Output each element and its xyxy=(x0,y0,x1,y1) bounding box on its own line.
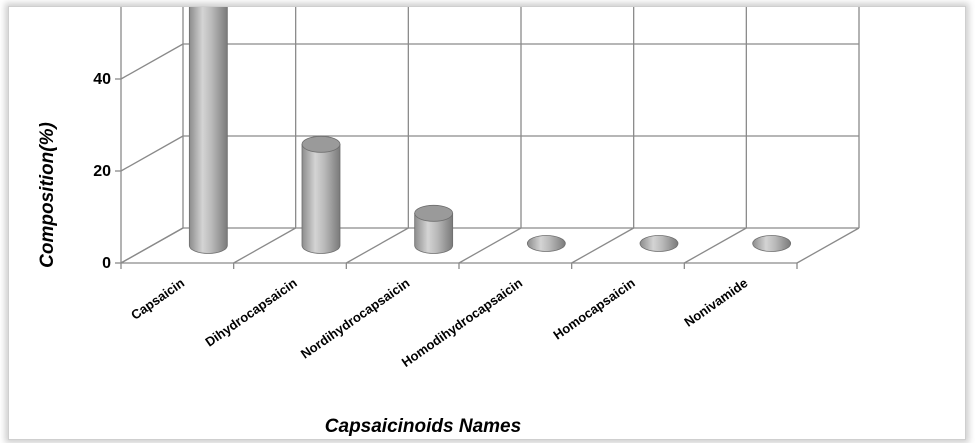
floor-divider xyxy=(571,227,634,264)
y-tick-label: 20 xyxy=(93,163,111,180)
bar-2 xyxy=(301,135,341,254)
floor-divider xyxy=(796,227,860,264)
x-axis-label: Capsaicinoids Names xyxy=(325,416,521,437)
x-category-label: Capsaicin xyxy=(128,275,187,323)
labels: Composition(%) Capsaicinoids Names 0 20 40… xyxy=(37,71,750,437)
chart-frame: Composition(%) Capsaicinoids Names 0 20 40… xyxy=(8,6,966,440)
floor-divider xyxy=(233,227,296,264)
y-tick-label: 40 xyxy=(93,71,111,88)
bar-3 xyxy=(414,204,454,254)
bar-chart-3d: Composition(%) Capsaicinoids Names 0 20 40… xyxy=(37,7,860,437)
bar-top xyxy=(414,204,454,222)
floor-divider xyxy=(120,227,184,264)
bar-disc xyxy=(752,235,792,252)
bar-4 xyxy=(526,235,566,252)
bar-disc xyxy=(639,235,679,252)
bar-body xyxy=(414,212,454,254)
floor-divider xyxy=(346,227,409,264)
x-category-label: Homocapsaicin xyxy=(550,275,637,342)
bar-6 xyxy=(752,235,792,252)
y-tick-label: 0 xyxy=(102,255,111,272)
bars xyxy=(188,7,792,254)
bar-body xyxy=(301,143,341,254)
bar-1 xyxy=(188,7,228,254)
gridline-side xyxy=(120,43,184,80)
bar-body xyxy=(188,7,228,254)
y-axis-label: Composition(%) xyxy=(37,122,58,268)
floor-divider xyxy=(684,227,747,264)
axes xyxy=(115,7,798,269)
floor-divider xyxy=(458,227,522,264)
x-category-label: Dihydrocapsaicin xyxy=(202,275,299,349)
bar-disc xyxy=(526,235,566,252)
x-category-label: Nonivamide xyxy=(681,275,750,330)
bar-top xyxy=(301,135,341,153)
gridlines xyxy=(120,7,860,264)
x-category-label: Homodihydrocapsaicin xyxy=(399,275,525,370)
gridline-side xyxy=(120,135,184,172)
x-category-label: Nordihydrocapsaicin xyxy=(298,275,413,361)
bar-5 xyxy=(639,235,679,252)
